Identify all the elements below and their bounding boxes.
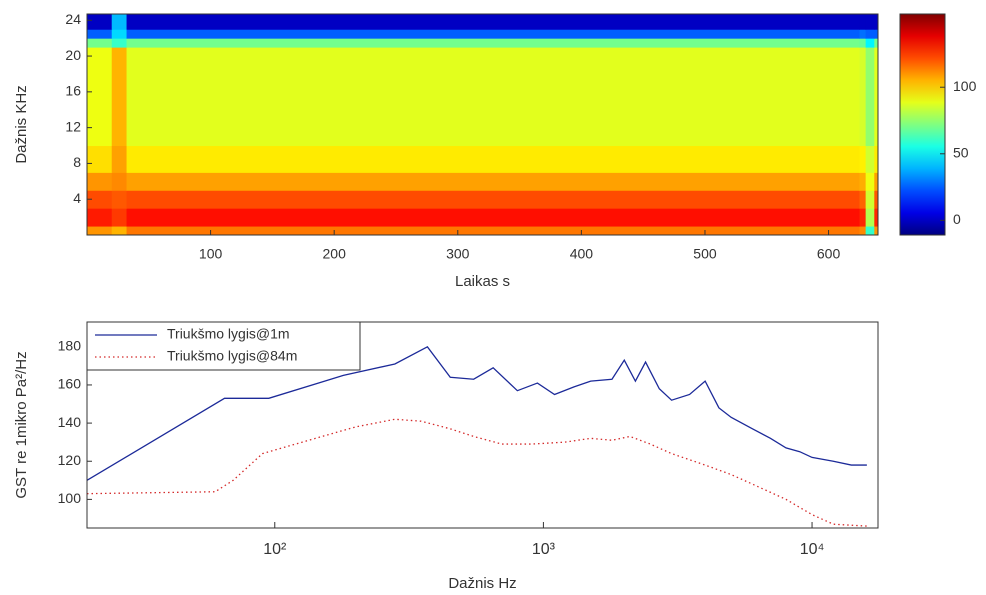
data-line (86, 345, 867, 481)
heat-cell (859, 226, 867, 236)
data-line (86, 418, 867, 527)
heat-cell (859, 14, 867, 30)
heat-cell (865, 145, 875, 173)
x-axis-label: Laikas s (455, 273, 510, 290)
heat-cell (859, 190, 867, 209)
heat-cell (874, 208, 879, 227)
heat-cell (865, 190, 875, 209)
colorbar-tick-label: 50 (953, 144, 969, 160)
heat-cell (87, 47, 113, 147)
heat-cell (87, 208, 113, 227)
legend-label: Triukšmo lygis@84m (167, 348, 297, 364)
x-axis-label: Dažnis Hz (448, 575, 516, 592)
heat-cell (865, 226, 875, 236)
heat-cell (126, 14, 860, 30)
x-tick-label: 100 (199, 246, 223, 262)
heat-cell (865, 47, 875, 147)
x-tick-label: 400 (570, 246, 594, 262)
y-tick-label: 16 (65, 83, 81, 99)
y-axis-label: Dažnis KHz (13, 85, 30, 163)
colorbar-tick-label: 0 (953, 211, 961, 227)
plot-frame (86, 13, 879, 236)
heat-cell (874, 190, 879, 209)
y-tick-label: 4 (73, 190, 81, 206)
x-tick-label: 600 (817, 246, 841, 262)
heat-cell (859, 172, 867, 191)
heat-cell (859, 47, 867, 147)
x-tick-label: 200 (323, 246, 347, 262)
heat-cell (865, 172, 875, 191)
heat-cell (859, 145, 867, 173)
plot-frame (86, 321, 879, 529)
heat-cell (126, 208, 860, 227)
heat-cell (111, 226, 128, 236)
heat-cell (111, 190, 128, 209)
heat-cell (111, 145, 128, 173)
heat-cell (865, 38, 875, 48)
heat-cell (126, 172, 860, 191)
heat-cell (111, 47, 128, 147)
heat-cell (874, 47, 879, 147)
y-tick-label: 180 (58, 337, 82, 353)
y-tick-label: 100 (58, 490, 82, 506)
colorbar-tick-label: 100 (953, 78, 977, 94)
y-tick-label: 12 (65, 118, 81, 134)
y-tick-label: 20 (65, 47, 81, 63)
heat-cell (859, 38, 867, 48)
heat-cell (87, 38, 113, 48)
heat-cell (111, 38, 128, 48)
heat-cell (859, 208, 867, 227)
heat-cell (111, 208, 128, 227)
heat-cell (111, 29, 128, 39)
heat-cell (126, 190, 860, 209)
heat-cell (865, 14, 875, 30)
heat-cell (874, 226, 879, 236)
heat-cell (874, 38, 879, 48)
heat-cell (865, 208, 875, 227)
heat-cell (87, 172, 113, 191)
y-tick-label: 140 (58, 414, 82, 430)
heat-cell (111, 172, 128, 191)
heat-cell (87, 145, 113, 173)
legend-box (86, 321, 361, 371)
x-tick-label: 300 (446, 246, 470, 262)
heat-cell (126, 145, 860, 173)
colorbar (899, 13, 946, 236)
legend-label: Triukšmo lygis@1m (167, 326, 290, 342)
heat-cell (87, 190, 113, 209)
heat-cell (126, 29, 860, 39)
heat-cell (874, 145, 879, 173)
x-tick-label: 500 (693, 246, 717, 262)
heat-cell (859, 29, 867, 39)
heat-cell (126, 226, 860, 236)
heat-cell (87, 14, 113, 30)
heat-cell (87, 29, 113, 39)
x-tick-label: 10⁴ (800, 541, 825, 558)
heat-cell (874, 29, 879, 39)
y-tick-label: 24 (65, 11, 81, 27)
y-tick-label: 120 (58, 452, 82, 468)
y-tick-label: 160 (58, 376, 82, 392)
heat-cell (126, 47, 860, 147)
heat-cell (126, 38, 860, 48)
heat-cell (874, 14, 879, 30)
y-tick-label: 8 (73, 154, 81, 170)
heat-cell (87, 226, 113, 236)
heat-cell (865, 29, 875, 39)
y-axis-label: GST re 1mikro Pa²/Hz (13, 351, 30, 498)
x-tick-label: 10³ (532, 541, 556, 558)
x-tick-label: 10² (263, 541, 287, 558)
heat-cell (874, 172, 879, 191)
heat-cell (111, 14, 128, 30)
